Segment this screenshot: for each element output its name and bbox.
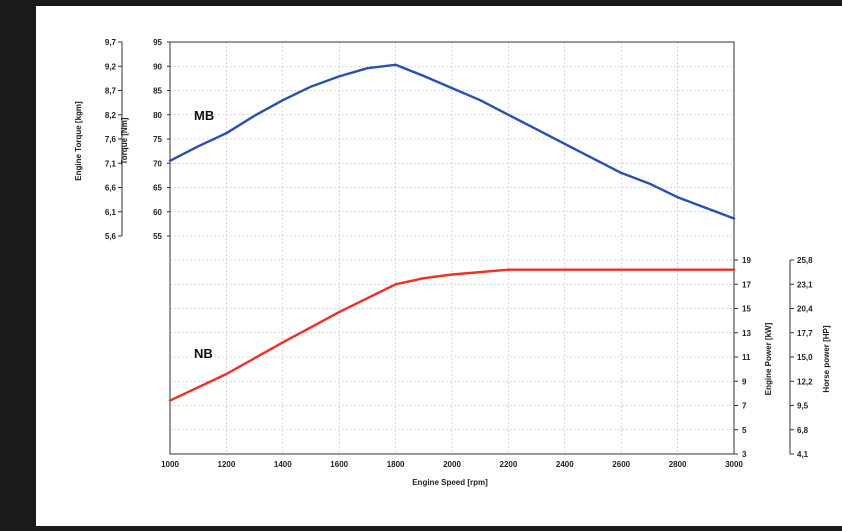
y-axis-title-nm: Torque [Nm] — [120, 117, 129, 164]
y-tick-label-kw: 3 — [742, 450, 747, 459]
y-tick-label-nm: 75 — [153, 135, 162, 144]
y-tick-label-kgm: 5,6 — [105, 232, 117, 241]
y-tick-label-nm: 80 — [153, 111, 162, 120]
x-tick-label: 2800 — [669, 460, 687, 469]
y-tick-label-nm: 60 — [153, 208, 162, 217]
y-tick-label-hp: 23,1 — [797, 280, 813, 289]
tick-labels: 1000 1200 1400 1600 1800 2000 2200 2400 2600 2800… — [105, 38, 813, 469]
y-tick-label-nm: 90 — [153, 62, 162, 71]
y-tick-label-nm: 70 — [153, 159, 162, 168]
y-tick-label-hp: 4,1 — [797, 450, 809, 459]
x-tick-label: 2600 — [612, 460, 630, 469]
plot-frame — [169, 41, 735, 455]
y-tick-label-kw: 15 — [742, 305, 751, 314]
y-tick-label-kgm: 7,6 — [105, 135, 117, 144]
y-tick-label-kgm: 8,7 — [105, 87, 117, 96]
series-lines — [168, 63, 736, 402]
y-tick-label-nm: 85 — [153, 87, 162, 96]
y-tick-label-kw: 9 — [742, 377, 747, 386]
y-tick-label-hp: 15,0 — [797, 353, 813, 362]
x-tick-label: 2400 — [556, 460, 574, 469]
x-tick-label: 2000 — [443, 460, 461, 469]
y-axis-title-kw: Engine Power [kW] — [764, 322, 773, 395]
chart-grid — [169, 41, 735, 455]
y-axis-title-kgm: Engine Torque [kgm] — [74, 101, 83, 181]
y-tick-label-kgm: 9,2 — [105, 62, 117, 71]
y-tick-label-nm: 65 — [153, 184, 162, 193]
x-tick-label: 1200 — [218, 460, 236, 469]
series-labels: MB NB — [194, 108, 214, 361]
y-axis-title-hp: Horse power [HP] — [822, 325, 831, 392]
y-tick-label-hp: 20,4 — [797, 305, 813, 314]
x-tick-label: 1600 — [330, 460, 348, 469]
chart-panel: 1000 1200 1400 1600 1800 2000 2200 2400 2600 2800… — [36, 6, 842, 526]
engine-performance-chart: 1000 1200 1400 1600 1800 2000 2200 2400 2600 2800… — [74, 38, 831, 487]
x-tick-label: 1800 — [387, 460, 405, 469]
y-tick-label-kw: 19 — [742, 256, 751, 265]
x-axis-title: Engine Speed [rpm] — [412, 478, 488, 487]
y-tick-label-kgm: 6,6 — [105, 184, 117, 193]
series-line-nb — [168, 268, 736, 402]
y-tick-label-hp: 17,7 — [797, 329, 813, 338]
y-tick-label-kw: 7 — [742, 402, 747, 411]
y-tick-label-kw: 11 — [742, 353, 751, 362]
x-tick-label: 2200 — [500, 460, 518, 469]
axis-titles: Engine Speed [rpm] Engine Torque [kgm] T… — [74, 101, 831, 487]
y-tick-label-kw: 5 — [742, 426, 747, 435]
y-tick-label-kw: 17 — [742, 280, 751, 289]
x-tick-label: 1000 — [161, 460, 179, 469]
y-tick-label-kgm: 7,1 — [105, 159, 117, 168]
y-tick-label-kw: 13 — [742, 329, 751, 338]
series-label-mb: MB — [194, 108, 214, 123]
y-tick-label-kgm: 8,2 — [105, 111, 117, 120]
y-tick-label-kgm: 6,1 — [105, 208, 117, 217]
series-line-mb — [168, 63, 736, 220]
y-tick-label-hp: 12,2 — [797, 377, 813, 386]
y-tick-label-hp: 25,8 — [797, 256, 813, 265]
y-tick-label-hp: 6,8 — [797, 426, 809, 435]
y-tick-label-kgm: 9,7 — [105, 38, 117, 47]
x-tick-label: 3000 — [725, 460, 743, 469]
y-tick-label-nm: 55 — [153, 232, 162, 241]
x-tick-label: 1400 — [274, 460, 292, 469]
y-tick-label-nm: 95 — [153, 38, 162, 47]
y-tick-label-hp: 9,5 — [797, 402, 809, 411]
series-label-nb: NB — [194, 346, 213, 361]
chart-axes — [118, 41, 794, 455]
